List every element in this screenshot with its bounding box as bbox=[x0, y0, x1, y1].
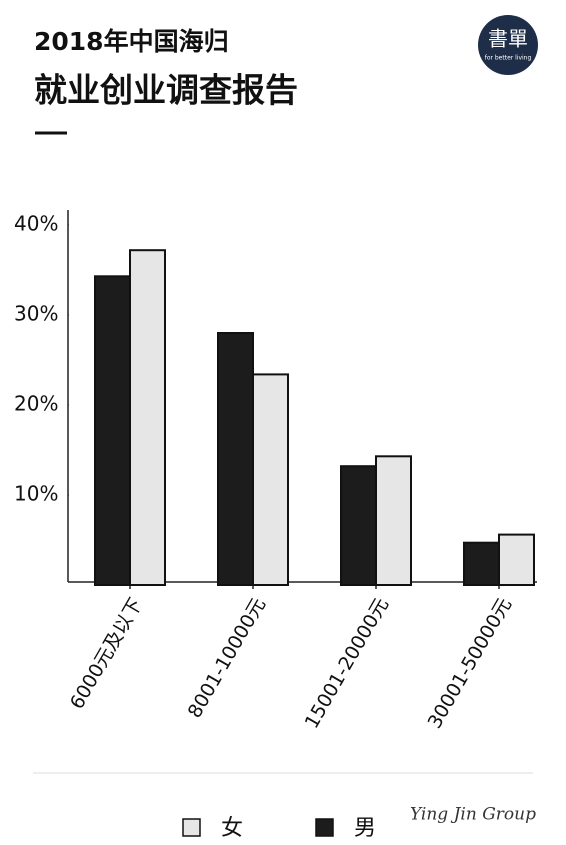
logo-tagline: for better living bbox=[485, 55, 532, 62]
legend-swatch bbox=[182, 818, 201, 837]
bar bbox=[340, 465, 377, 587]
y-tick-label: 10% bbox=[14, 482, 58, 506]
chart-title: 2018年中国海归 bbox=[34, 27, 229, 56]
legend-label: 女 bbox=[221, 816, 243, 841]
bar bbox=[129, 249, 166, 586]
bar bbox=[94, 275, 131, 586]
legend-swatch bbox=[315, 818, 334, 837]
y-tick-label: 30% bbox=[14, 302, 58, 326]
bar bbox=[217, 332, 254, 586]
bar bbox=[375, 455, 412, 586]
bar bbox=[463, 541, 500, 587]
footer-brand: Ying Jin Group bbox=[410, 805, 536, 825]
logo-circle bbox=[478, 15, 538, 75]
logo-text: 書單 bbox=[488, 27, 528, 51]
chart-subtitle: 就业创业调查报告 bbox=[34, 71, 298, 110]
bar bbox=[498, 533, 535, 586]
bar bbox=[252, 373, 289, 586]
y-tick-label: 20% bbox=[14, 392, 58, 416]
legend-label: 男 bbox=[354, 816, 376, 841]
y-tick-label: 40% bbox=[14, 212, 58, 236]
